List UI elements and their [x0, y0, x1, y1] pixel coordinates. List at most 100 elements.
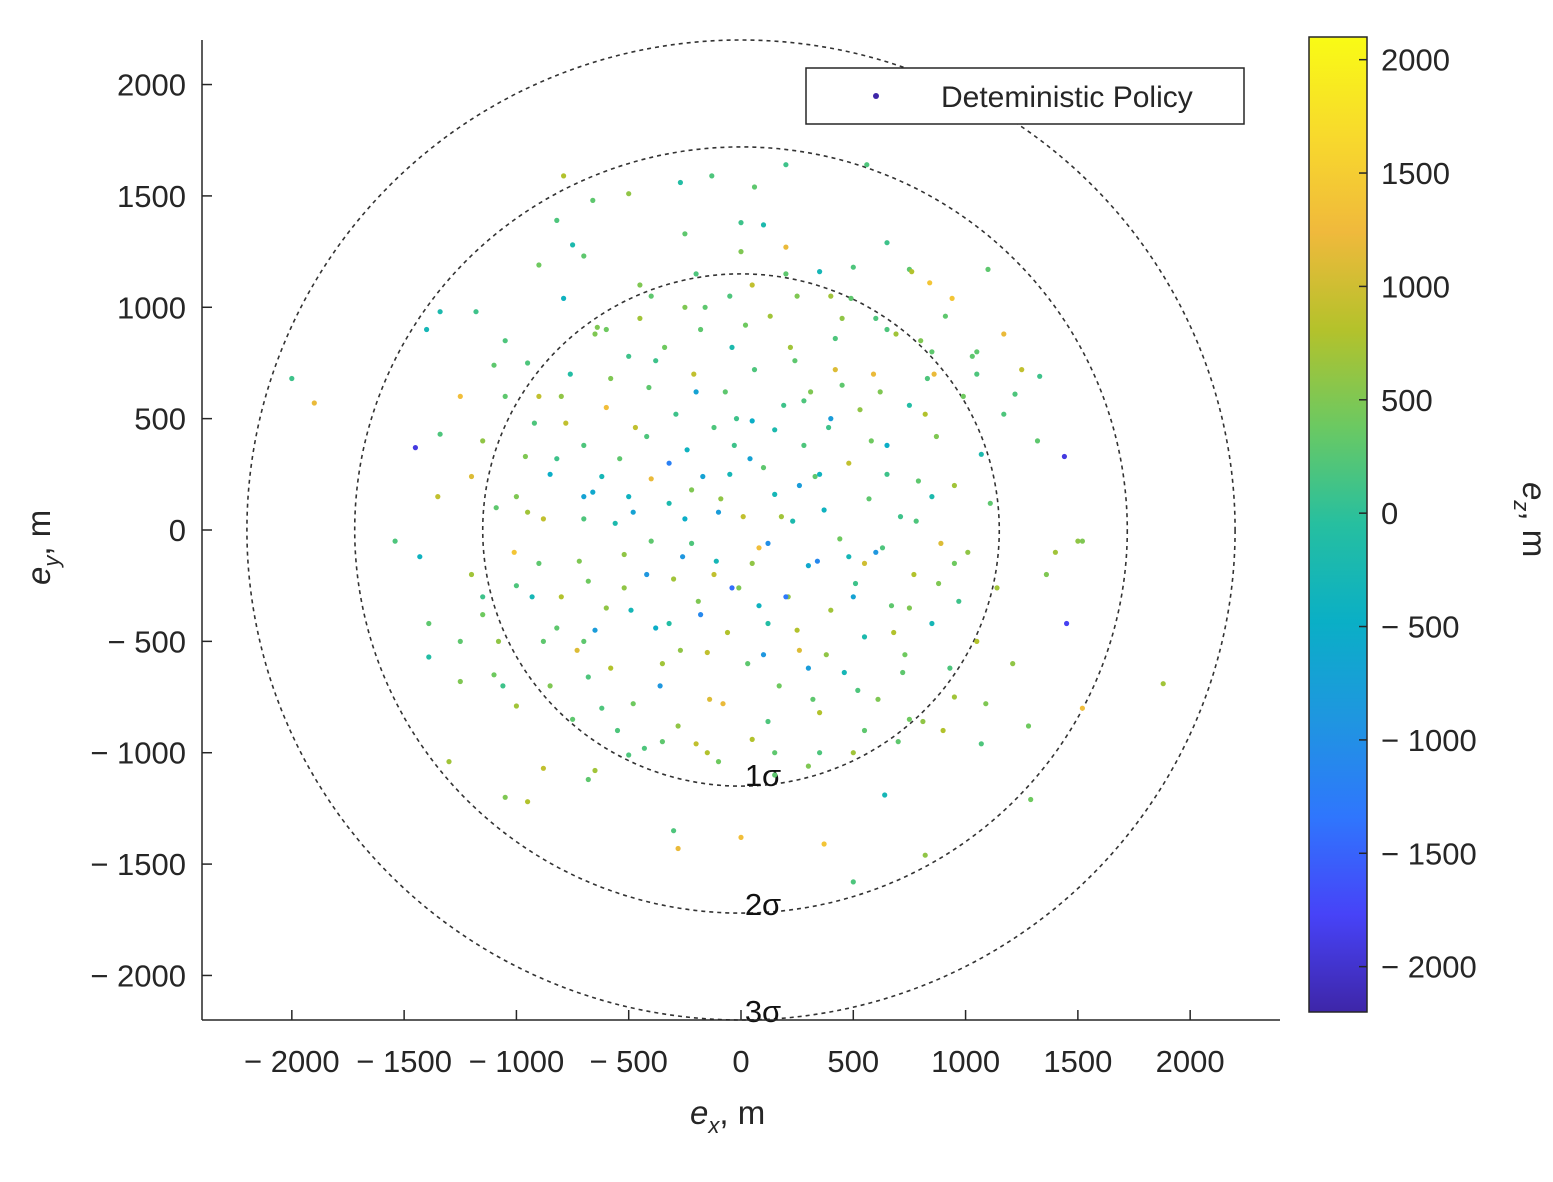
- y-axis-label-main: e: [20, 567, 57, 585]
- data-point: [751, 184, 758, 190]
- colorbar-tick-label: 0: [1381, 496, 1398, 531]
- data-point: [671, 828, 677, 834]
- data-point: [920, 718, 926, 725]
- data-point: [659, 661, 666, 667]
- data-point: [311, 400, 317, 406]
- data-point: [614, 727, 621, 734]
- data-point: [392, 538, 398, 544]
- data-point: [994, 585, 1000, 591]
- data-point: [927, 280, 933, 286]
- data-point: [731, 442, 737, 448]
- tick-labels: − 2000 − 1500 − 1000 − 500 0 500 1000 1500 2000 −…: [90, 68, 1224, 1079]
- data-point: [677, 179, 684, 186]
- data-point: [893, 331, 899, 337]
- data-point: [1075, 538, 1081, 544]
- data-point: [632, 424, 639, 431]
- data-point: [594, 324, 600, 330]
- x-tick-label: 2000: [1156, 1044, 1225, 1079]
- data-point: [554, 456, 560, 462]
- data-point: [554, 217, 560, 223]
- data-point: [513, 583, 520, 589]
- data-point: [704, 649, 710, 656]
- data-point: [558, 594, 564, 600]
- data-point: [902, 652, 908, 658]
- data-point: [942, 313, 949, 319]
- data-point: [749, 418, 755, 424]
- data-point: [702, 304, 708, 310]
- data-point: [760, 222, 767, 228]
- data-point: [424, 326, 430, 333]
- data-point: [1043, 571, 1049, 578]
- data-point: [525, 509, 531, 515]
- data-point: [457, 393, 463, 399]
- data-point: [817, 750, 823, 756]
- data-point: [585, 578, 591, 584]
- data-point: [637, 282, 643, 288]
- y-tick-label: 0: [169, 513, 186, 548]
- data-point: [747, 456, 753, 462]
- data-point: [846, 554, 852, 560]
- data-point: [794, 293, 800, 299]
- data-point: [468, 571, 475, 578]
- ring-label-2sigma: 2σ: [745, 887, 781, 922]
- data-point: [891, 629, 897, 636]
- data-point: [749, 560, 755, 567]
- data-point: [983, 701, 989, 707]
- data-point: [473, 309, 479, 315]
- colorbar-label-rest: , m: [1516, 511, 1553, 557]
- data-point: [502, 338, 508, 344]
- data-point: [821, 507, 827, 513]
- data-point: [960, 393, 966, 399]
- data-point: [922, 411, 928, 417]
- ring-3sigma: [246, 39, 1236, 1021]
- data-point: [563, 420, 569, 426]
- data-point: [1160, 681, 1166, 687]
- data-point: [1079, 538, 1085, 544]
- data-point: [480, 594, 486, 600]
- data-point: [675, 723, 681, 729]
- x-tick-label: − 2000: [244, 1044, 340, 1079]
- data-point: [689, 487, 695, 493]
- colorbar-tick-label: − 2000: [1381, 950, 1477, 985]
- data-point: [724, 629, 731, 636]
- data-point: [513, 494, 520, 500]
- data-point: [417, 554, 423, 560]
- data-point: [727, 471, 733, 477]
- data-point: [965, 549, 971, 555]
- colorbar-tick-label: 2000: [1381, 43, 1450, 78]
- data-point: [832, 367, 838, 373]
- data-point: [531, 420, 538, 426]
- data-point: [796, 482, 803, 489]
- data-point: [592, 331, 598, 337]
- data-point: [480, 612, 486, 618]
- data-point: [570, 242, 576, 248]
- y-tick-label: 2000: [117, 68, 186, 103]
- data-point: [581, 253, 587, 259]
- data-point: [713, 558, 719, 564]
- x-tick-label: − 1500: [356, 1044, 452, 1079]
- data-point: [536, 262, 542, 268]
- data-point: [457, 678, 463, 685]
- data-point: [722, 389, 728, 395]
- data-point: [671, 576, 677, 582]
- data-point: [682, 304, 688, 310]
- data-point: [592, 627, 598, 633]
- data-point: [852, 580, 859, 587]
- data-point: [888, 603, 895, 609]
- data-point: [603, 404, 609, 411]
- data-point: [446, 759, 452, 765]
- data-point: [648, 476, 654, 482]
- x-tick-label: 0: [732, 1044, 749, 1079]
- data-point: [653, 358, 659, 364]
- data-point: [756, 603, 762, 609]
- legend: Deteministic Policy: [805, 67, 1245, 125]
- data-point: [915, 478, 922, 484]
- data-point: [906, 605, 913, 611]
- data-point: [828, 607, 834, 613]
- data-point: [547, 683, 553, 689]
- data-point: [805, 665, 812, 671]
- data-point: [682, 516, 688, 522]
- colorbar: [1308, 36, 1368, 1013]
- colorbar-tick-label: 500: [1381, 383, 1433, 418]
- data-point: [709, 173, 715, 179]
